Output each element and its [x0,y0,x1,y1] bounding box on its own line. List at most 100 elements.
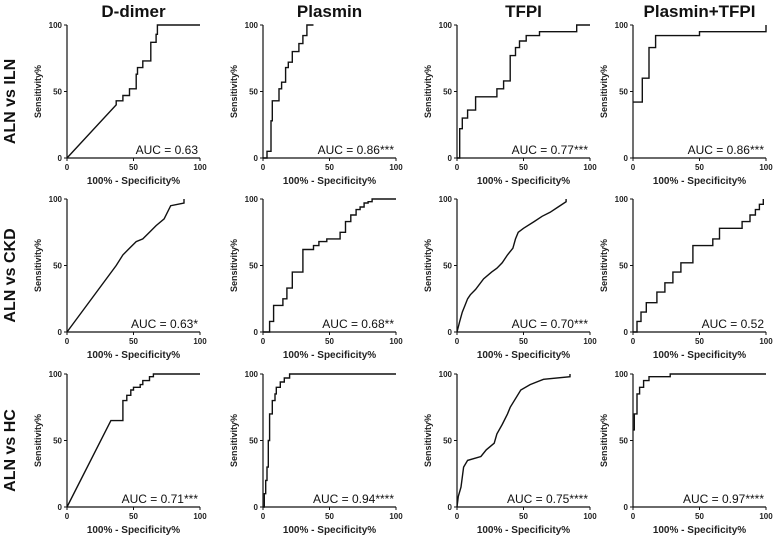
y-tick-label: 50 [249,88,258,97]
y-tick-label: 0 [254,154,259,163]
x-tick-label: 0 [455,337,460,346]
auc-label: AUC = 0.94**** [313,492,394,506]
x-tick-label: 50 [695,512,704,521]
y-tick-label: 0 [58,328,63,337]
y-axis-label: Sensitivity% [33,65,43,118]
x-tick-label: 50 [325,337,334,346]
y-tick-label: 50 [249,262,258,271]
y-tick-label: 100 [49,21,63,30]
x-tick-label: 100 [193,163,207,172]
roc-panel-7: 00 50 50 100 100 Sensitivity% 100% - Specifici… [599,195,773,361]
roc-curve [66,373,200,508]
y-axis-label: Sensitivity% [229,65,239,118]
y-tick-label: 50 [443,88,452,97]
x-tick-label: 50 [129,512,138,521]
y-tick-label: 50 [53,88,62,97]
y-tick-label: 100 [439,195,453,204]
roc-panel-2: 00 50 50 100 100 Sensitivity% 100% - Specifici… [423,21,597,187]
roc-curve [456,374,571,508]
y-axis-label: Sensitivity% [229,239,239,292]
roc-panel-1: 00 50 50 100 100 Sensitivity% 100% - Specifici… [229,21,403,187]
x-tick-label: 100 [759,163,773,172]
x-axis-label: 100% - Specificity% [87,176,180,187]
x-tick-label: 50 [129,163,138,172]
roc-panel-10: 00 50 50 100 100 Sensitivity% 100% - Specifici… [423,370,597,536]
column-title-1: Plasmin [297,2,362,21]
x-axis-label: 100% - Specificity% [283,525,376,536]
x-tick-label: 100 [389,337,403,346]
x-tick-label: 50 [519,337,528,346]
y-tick-label: 50 [53,437,62,446]
x-tick-label: 0 [65,163,70,172]
x-tick-label: 0 [261,512,266,521]
y-tick-label: 100 [439,370,453,379]
roc-panel-11: 00 50 50 100 100 Sensitivity% 100% - Specifici… [599,370,773,536]
roc-curve [66,199,185,333]
x-axis-label: 100% - Specificity% [477,350,570,361]
roc-curve [263,198,396,333]
roc-panel-6: 00 50 50 100 100 Sensitivity% 100% - Specifici… [423,195,597,361]
x-axis-label: 100% - Specificity% [477,525,570,536]
y-tick-label: 0 [58,154,63,163]
auc-label: AUC = 0.86*** [318,143,395,157]
y-tick-label: 50 [53,262,62,271]
x-tick-label: 100 [389,163,403,172]
roc-curve [457,24,590,159]
auc-label: AUC = 0.52 [702,317,765,331]
x-tick-label: 0 [65,337,70,346]
y-axis-label: Sensitivity% [599,65,609,118]
roc-panel-4: 00 50 50 100 100 Sensitivity% 100% - Specifici… [33,195,207,361]
x-tick-label: 0 [455,163,460,172]
auc-label: AUC = 0.68** [322,317,394,331]
x-tick-label: 100 [583,337,597,346]
y-tick-label: 100 [245,195,259,204]
y-axis-label: Sensitivity% [599,414,609,467]
roc-curve [263,24,314,159]
y-axis-label: Sensitivity% [423,414,433,467]
y-tick-label: 0 [448,154,453,163]
x-tick-label: 100 [583,512,597,521]
y-tick-label: 0 [448,328,453,337]
y-tick-label: 50 [619,88,628,97]
auc-label: AUC = 0.71*** [122,492,199,506]
x-axis-label: 100% - Specificity% [87,350,180,361]
y-axis-label: Sensitivity% [599,239,609,292]
x-axis-label: 100% - Specificity% [653,176,746,187]
x-axis-label: 100% - Specificity% [283,350,376,361]
auc-label: AUC = 0.63 [136,143,199,157]
y-tick-label: 50 [619,262,628,271]
auc-label: AUC = 0.86*** [688,143,765,157]
row-title-0: ALN vs ILN [2,59,19,144]
x-tick-label: 100 [389,512,403,521]
auc-label: AUC = 0.97**** [683,492,764,506]
y-tick-label: 0 [624,154,629,163]
x-tick-label: 0 [631,512,636,521]
y-tick-label: 0 [254,328,259,337]
y-tick-label: 100 [615,370,629,379]
row-title-2: ALN vs HC [2,409,19,492]
x-axis-label: 100% - Specificity% [653,350,746,361]
y-tick-label: 0 [58,503,63,512]
roc-curve [263,373,396,508]
x-tick-label: 50 [695,337,704,346]
y-tick-label: 100 [439,21,453,30]
auc-label: AUC = 0.75**** [507,492,588,506]
y-tick-label: 100 [245,21,259,30]
x-tick-label: 50 [325,512,334,521]
x-tick-label: 0 [261,337,266,346]
y-tick-label: 100 [615,21,629,30]
column-title-3: Plasmin+TFPI [644,2,756,21]
x-tick-label: 50 [519,512,528,521]
y-tick-label: 0 [624,503,629,512]
x-axis-label: 100% - Specificity% [653,525,746,536]
x-axis-label: 100% - Specificity% [477,176,570,187]
y-tick-label: 50 [443,262,452,271]
x-tick-label: 0 [631,337,636,346]
x-tick-label: 50 [519,163,528,172]
x-tick-label: 100 [759,337,773,346]
y-axis-label: Sensitivity% [33,239,43,292]
column-title-0: D-dimer [101,2,166,21]
roc-curve [633,25,767,103]
x-tick-label: 0 [455,512,460,521]
